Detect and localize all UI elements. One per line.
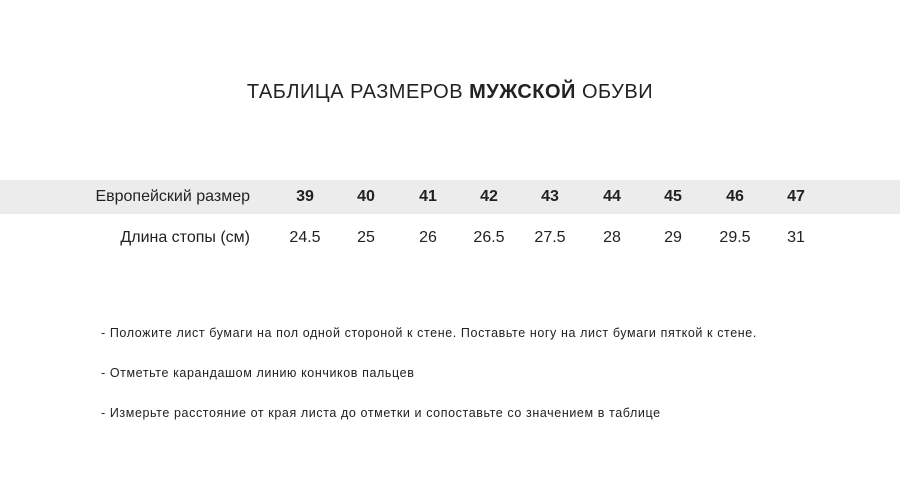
size-cell: 46: [726, 188, 744, 205]
length-cell: 25: [357, 229, 375, 246]
length-cell: 26: [419, 229, 437, 246]
length-label: Длина стопы (см): [120, 229, 250, 246]
size-label: Европейский размер: [95, 188, 250, 205]
length-row: Длина стопы (см) 24.5 25 26 26.5 27.5 28 29 29.…: [0, 221, 900, 255]
size-cell: 43: [541, 188, 559, 205]
size-row: Европейский размер 39 40 41 42 43 44 45 46 47: [0, 180, 900, 214]
page-title: ТАБЛИЦА РАЗМЕРОВ МУЖСКОЙ ОБУВИ: [0, 81, 900, 104]
title-bold: МУЖСКОЙ: [469, 81, 576, 103]
instruction-item: - Отметьте карандашом линию кончиков пал…: [101, 366, 415, 380]
instructions: - Положите лист бумаги на пол одной стор…: [101, 324, 757, 444]
size-cell: 39: [296, 188, 314, 205]
length-cell: 29: [664, 229, 682, 246]
size-cell: 42: [480, 188, 498, 205]
instruction-item: - Измерьте расстояние от края листа до о…: [101, 406, 661, 420]
instruction-item: - Положите лист бумаги на пол одной стор…: [101, 326, 757, 340]
length-cell: 27.5: [534, 229, 566, 246]
title-prefix: ТАБЛИЦА РАЗМЕРОВ: [246, 81, 470, 103]
size-cell: 45: [664, 188, 682, 205]
size-cell: 41: [419, 188, 437, 205]
length-cell: 29.5: [719, 229, 751, 246]
length-cell: 28: [603, 229, 621, 246]
length-cell: 31: [787, 229, 805, 246]
title-suffix: ОБУВИ: [575, 81, 654, 103]
length-cell: 26.5: [473, 229, 505, 246]
size-cell: 40: [357, 188, 375, 205]
size-cell: 47: [787, 188, 805, 205]
length-cell: 24.5: [289, 229, 321, 246]
size-cell: 44: [603, 188, 621, 205]
